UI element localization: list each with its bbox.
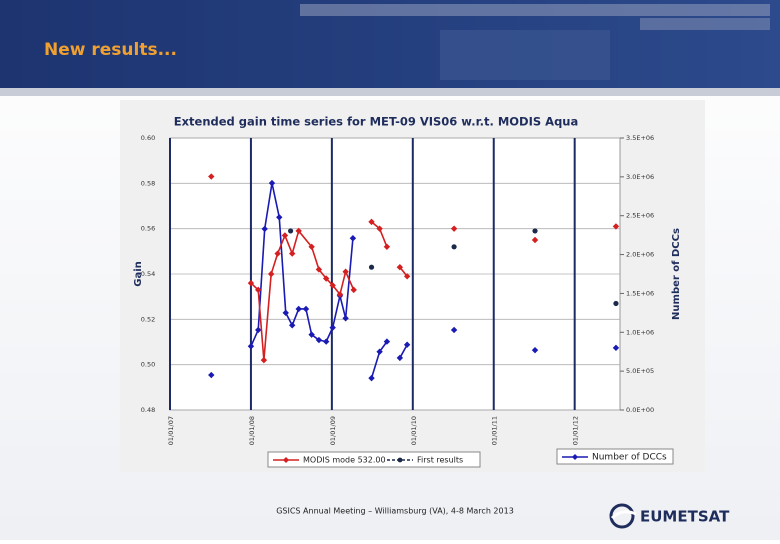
legend-label: First results — [417, 456, 463, 465]
point — [261, 225, 268, 233]
y-tick-label: 0.58 — [141, 179, 155, 187]
chart-title: Extended gain time series for MET-09 VIS… — [174, 115, 579, 129]
y2-tick-label: 3.5E+06 — [626, 134, 654, 142]
point — [350, 286, 357, 294]
point — [532, 228, 538, 234]
point — [612, 344, 620, 352]
point — [612, 223, 620, 230]
x-tick-label: 01/01/11 — [491, 416, 499, 445]
point — [247, 343, 255, 350]
point — [383, 338, 391, 345]
point — [308, 243, 315, 250]
point — [208, 173, 215, 180]
header-rule — [0, 88, 780, 96]
point — [531, 346, 539, 354]
point — [267, 270, 275, 278]
legend-marker — [283, 457, 289, 463]
y2-axis-label: Number of DCCs — [671, 228, 682, 320]
point — [329, 324, 336, 331]
point — [342, 268, 349, 275]
legend-box — [556, 448, 674, 465]
x-tick-label: 01/01/09 — [329, 416, 337, 445]
y-axis-label: Gain — [133, 261, 144, 287]
point — [531, 236, 539, 244]
y2-tick-label: 0.0E+00 — [626, 406, 654, 414]
x-tick-label: 01/01/08 — [248, 416, 256, 445]
heading: New results... — [44, 40, 177, 60]
y-tick-label: 0.60 — [141, 134, 155, 142]
point — [342, 315, 349, 322]
y2-tick-label: 3.0E+06 — [626, 173, 654, 181]
point — [403, 341, 411, 348]
y-tick-label: 0.50 — [141, 361, 155, 369]
point — [613, 300, 619, 307]
legend-box — [267, 451, 481, 468]
point — [376, 225, 383, 232]
legend-label: Number of DCCs — [592, 453, 667, 463]
flags — [300, 4, 770, 80]
point — [323, 275, 330, 282]
point — [329, 282, 336, 289]
point — [368, 218, 375, 226]
point — [255, 286, 262, 294]
logo-text: EUMETSAT — [640, 508, 730, 526]
point — [315, 336, 323, 344]
point — [450, 225, 458, 232]
point — [281, 232, 289, 239]
y2-tick-label: 2.5E+06 — [626, 212, 654, 220]
y2-tick-label: 2.0E+06 — [626, 251, 654, 259]
y-tick-label: 0.48 — [141, 406, 155, 414]
point — [255, 326, 262, 334]
point — [403, 273, 411, 280]
point — [208, 371, 215, 379]
point — [368, 264, 375, 270]
x-tick-label: 01/01/12 — [572, 416, 580, 445]
legend-label: MODIS mode 532.00 — [303, 456, 386, 465]
point — [295, 305, 302, 313]
point — [308, 331, 315, 338]
footer: GSICS Annual Meeting – Williamsburg (VA)… — [276, 507, 514, 516]
point — [396, 264, 404, 271]
point — [451, 244, 457, 250]
point — [450, 326, 458, 334]
y2-tick-label: 5.0E+05 — [626, 367, 654, 375]
point — [268, 179, 276, 187]
x-tick-label: 01/01/10 — [410, 416, 418, 445]
y2-tick-label: 1.0E+06 — [626, 328, 654, 336]
y-tick-label: 0.56 — [141, 225, 155, 233]
legend-marker — [572, 454, 578, 460]
point — [276, 214, 283, 221]
point — [287, 228, 294, 234]
point — [247, 279, 255, 287]
y-tick-label: 0.54 — [141, 270, 155, 278]
point — [302, 305, 310, 313]
point — [260, 356, 268, 364]
y2-tick-label: 1.5E+06 — [626, 289, 654, 297]
point — [383, 243, 391, 250]
point — [336, 291, 344, 298]
y-tick-label: 0.52 — [141, 315, 155, 323]
point — [368, 374, 375, 382]
point — [376, 348, 383, 355]
point — [315, 266, 323, 273]
point — [274, 250, 281, 257]
point — [289, 250, 296, 257]
point — [282, 309, 289, 317]
point — [295, 227, 302, 235]
logo-icon — [609, 503, 637, 529]
x-tick-label: 01/01/07 — [167, 416, 175, 445]
point — [349, 235, 357, 242]
point — [289, 322, 296, 329]
legend-marker — [397, 457, 403, 463]
point — [396, 354, 404, 362]
point — [323, 338, 330, 345]
